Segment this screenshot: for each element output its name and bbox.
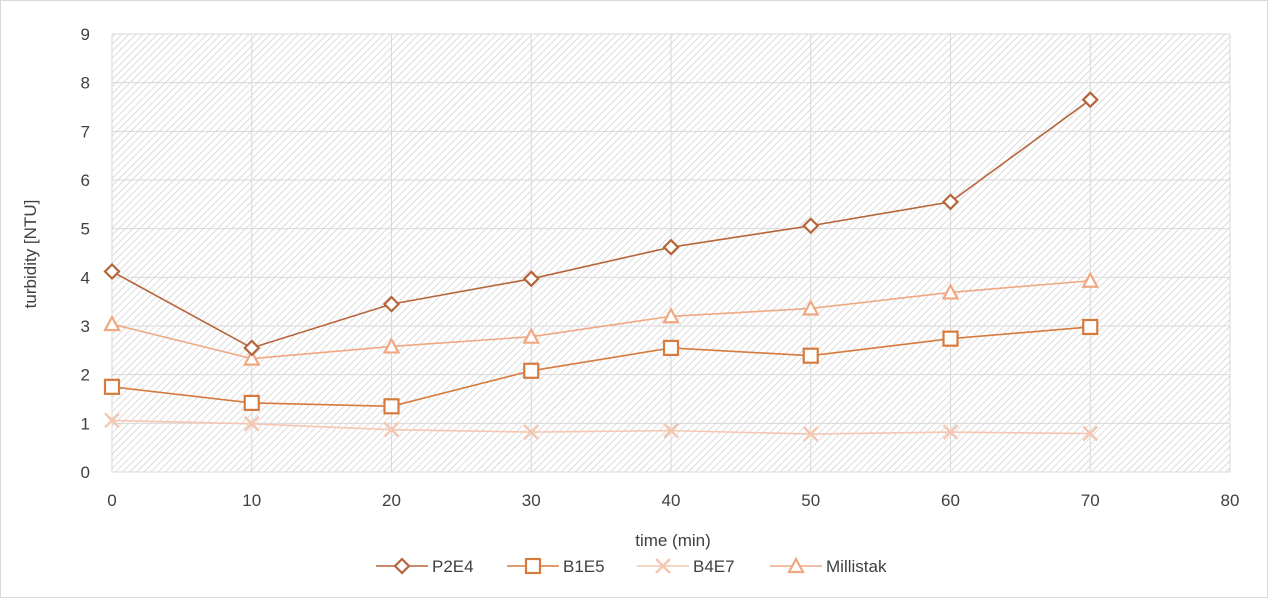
x-axis-title: time (min) <box>635 531 711 550</box>
data-point <box>1082 425 1099 442</box>
x-tick-label: 30 <box>522 491 541 510</box>
data-point <box>942 424 959 440</box>
legend-item-b4e7: B4E7 <box>637 557 735 576</box>
series-b4e7 <box>104 412 1099 442</box>
legend-item-p2e4: P2E4 <box>376 557 474 576</box>
x-tick-label: 70 <box>1081 491 1100 510</box>
y-axis-title: turbidity [NTU] <box>21 200 40 309</box>
data-point <box>1081 271 1100 288</box>
y-tick-label: 7 <box>81 122 90 141</box>
data-point <box>103 378 121 395</box>
y-tick-label: 9 <box>81 25 90 44</box>
data-point <box>802 347 819 364</box>
data-point <box>382 295 401 313</box>
legend-item-millistak: Millistak <box>770 556 887 576</box>
y-tick-label: 6 <box>81 171 90 190</box>
data-point <box>243 394 260 411</box>
data-point <box>941 193 960 211</box>
y-tick-label: 5 <box>81 220 90 239</box>
data-point <box>942 330 959 347</box>
data-point <box>662 238 680 256</box>
y-tick-label: 4 <box>81 268 90 287</box>
x-tick-label: 80 <box>1221 491 1240 510</box>
tick-labels: 0 1 2 3 4 5 6 7 8 9 0 10 20 30 40 50 60 70 80 <box>81 25 1240 510</box>
data-point <box>383 398 400 415</box>
legend-label: P2E4 <box>432 557 474 576</box>
series-line <box>111 419 1091 435</box>
legend-marker <box>655 558 671 574</box>
data-point <box>382 337 401 354</box>
data-point <box>941 283 960 300</box>
legend-item-b1e5: B1E5 <box>507 557 605 576</box>
legend-label: Millistak <box>826 557 887 576</box>
series-b1e5 <box>103 318 1099 415</box>
y-tick-label: 3 <box>81 317 90 336</box>
x-tick-label: 10 <box>242 491 261 510</box>
legend-label: B4E7 <box>693 557 735 576</box>
data-point <box>1081 91 1099 109</box>
data-point <box>802 217 820 235</box>
y-tick-label: 2 <box>81 366 90 385</box>
legend-label: B1E5 <box>563 557 605 576</box>
data-point <box>662 339 680 356</box>
series-line <box>111 279 1091 360</box>
legend-marker <box>524 557 542 575</box>
data-point <box>242 349 261 366</box>
data-point <box>802 426 819 442</box>
x-tick-label: 0 <box>107 491 116 510</box>
y-tick-label: 1 <box>81 414 90 433</box>
data-point <box>103 262 121 281</box>
data-point <box>523 424 540 440</box>
data-point <box>662 306 680 324</box>
series-line <box>111 326 1091 408</box>
series-layer <box>103 91 1100 442</box>
legend-marker <box>393 557 411 575</box>
data-point <box>801 299 820 316</box>
data-point <box>243 339 261 357</box>
data-point <box>103 314 121 332</box>
x-tick-label: 50 <box>801 491 820 510</box>
series-p2e4 <box>103 91 1099 357</box>
y-tick-label: 0 <box>81 463 90 482</box>
data-point <box>383 421 400 438</box>
data-point <box>523 362 540 379</box>
data-point <box>522 327 541 344</box>
series-line <box>111 99 1091 349</box>
data-point <box>663 422 679 439</box>
data-point <box>243 415 260 432</box>
x-tick-label: 40 <box>662 491 681 510</box>
data-point <box>104 412 120 429</box>
x-tick-label: 60 <box>941 491 960 510</box>
data-point <box>1082 318 1099 336</box>
y-tick-label: 8 <box>81 74 90 93</box>
series-millistak <box>103 271 1100 366</box>
x-tick-label: 20 <box>382 491 401 510</box>
legend: P2E4 B1E5 B4E7 Millistak <box>376 556 887 576</box>
data-point <box>522 270 540 288</box>
legend-marker <box>787 556 805 574</box>
